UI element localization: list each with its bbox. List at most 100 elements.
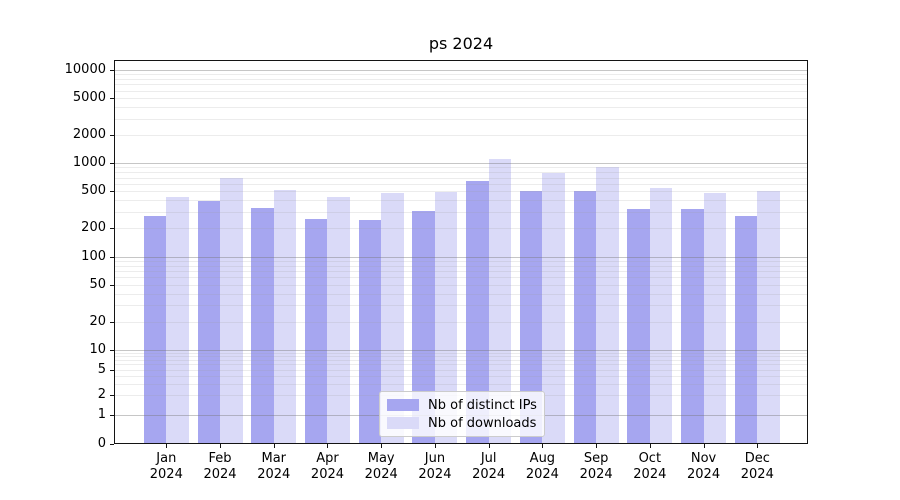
x-axis-tick-label: May 2024 [364,451,398,482]
bar-distinct-ips-apr [304,219,328,444]
major-gridline [115,256,807,258]
x-axis-tick [220,444,222,448]
minor-gridline [115,305,807,307]
x-axis-tick-label: Jul 2024 [472,451,506,482]
x-axis-tick [488,444,490,448]
minor-gridline [115,260,807,262]
y-axis-tick-label: 5000 [72,89,106,105]
y-axis-tick-label: 200 [81,220,106,236]
y-axis-tick [110,256,114,258]
x-axis-tick [757,444,759,448]
y-axis-tick-label: 10000 [64,61,106,77]
bar-downloads-dec [757,190,780,444]
y-axis-tick-label: 10 [89,342,106,357]
bar-distinct-ips-jul [466,180,489,444]
legend-swatch-distinct-ips [387,399,419,411]
x-axis-tick-label: Aug 2024 [525,451,559,482]
y-axis-tick [110,415,114,416]
y-axis-tick [110,163,114,165]
x-axis-tick [381,444,383,448]
legend-item-distinct-ips: Nb of distinct IPs [387,398,537,413]
y-axis-tick [110,69,114,71]
x-axis-tick [703,444,705,448]
x-axis-tick [166,444,168,448]
x-axis-tick [649,444,651,448]
minor-gridline [115,375,807,377]
bar-distinct-ips-oct [627,209,650,444]
x-axis-tick-label: Oct 2024 [633,451,667,482]
minor-gridline [115,277,807,279]
x-axis-tick [273,444,275,448]
bar-distinct-ips-sep [573,191,597,444]
x-axis-tick-label: Dec 2024 [740,451,774,482]
bar-downloads-oct [649,188,673,444]
minor-gridline [115,191,807,193]
major-gridline [115,69,807,71]
minor-gridline [115,90,807,92]
y-axis-tick-label: 1000 [72,155,106,171]
bar-downloads-mar [273,189,297,444]
minor-gridline [115,177,807,179]
minor-gridline [115,356,807,358]
bar-distinct-ips-jun [412,211,435,444]
x-axis-tick-label: Jun 2024 [418,451,452,482]
minor-gridline [115,106,807,108]
y-axis-tick-label: 2 [97,387,106,403]
x-axis-tick [596,444,598,448]
legend-item-downloads: Nb of downloads [387,416,537,431]
y-axis-tick-label: 50 [89,276,106,292]
minor-gridline [115,369,807,371]
y-axis-tick [110,191,114,193]
bar-downloads-feb [220,177,243,444]
minor-gridline [115,118,807,120]
bar-downloads-nov [703,193,727,444]
x-axis-tick-label: Jan 2024 [149,451,183,482]
minor-gridline [115,364,807,366]
bar-distinct-ips-mar [251,208,274,444]
y-axis-tick-label: 20 [89,313,106,329]
x-axis-tick [327,444,329,448]
y-axis-tick [110,369,114,371]
major-gridline [115,350,807,351]
minor-gridline [115,293,807,295]
minor-gridline [115,172,807,174]
legend-label-distinct-ips: Nb of distinct IPs [428,397,537,413]
minor-gridline [115,383,807,385]
y-axis-tick-label: 5 [97,361,106,377]
y-axis-tick [110,97,114,99]
x-axis-tick-label: Mar 2024 [257,451,291,482]
bar-distinct-ips-dec [734,215,758,444]
minor-gridline [115,135,807,137]
bar-distinct-ips-aug [519,191,543,444]
bar-distinct-ips-jan [143,216,167,444]
y-axis-tick-label: 1 [97,407,106,422]
x-axis-tick-label: Nov 2024 [687,451,721,482]
minor-gridline [115,167,807,169]
minor-gridline [115,97,807,99]
minor-gridline [115,360,807,362]
minor-gridline [115,352,807,354]
bar-downloads-sep [596,167,619,444]
y-axis-tick-label: 0 [97,436,106,451]
minor-gridline [115,183,807,185]
minor-gridline [115,265,807,267]
minor-gridline [115,74,807,76]
y-axis-tick-label: 2000 [72,127,106,143]
minor-gridline [115,212,807,214]
x-axis-tick [434,444,436,448]
major-gridline [115,163,807,165]
minor-gridline [115,78,807,80]
x-axis-tick-label: Sep 2024 [579,451,613,482]
y-axis-tick [110,228,114,230]
bar-downloads-jul [488,159,512,444]
minor-gridline [115,200,807,202]
minor-gridline [115,84,807,86]
x-axis-tick [542,444,544,448]
y-axis-tick [110,444,114,445]
y-axis-tick [110,350,114,351]
bar-distinct-ips-feb [197,201,221,444]
y-axis-tick [110,321,114,323]
minor-gridline [115,271,807,273]
bar-downloads-jun [434,192,458,444]
